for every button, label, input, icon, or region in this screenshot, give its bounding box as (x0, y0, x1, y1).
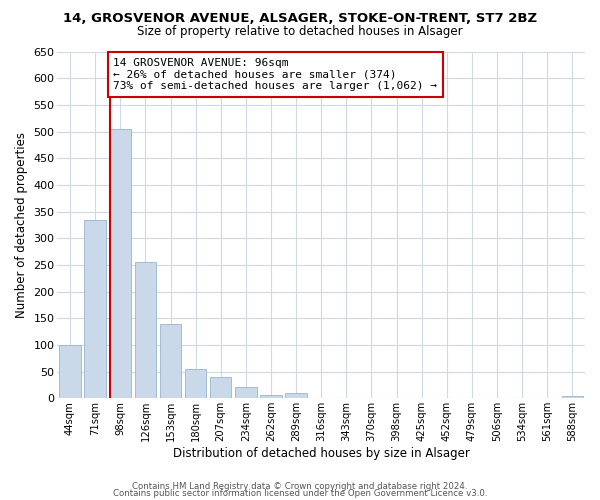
Bar (160, 324, 181, 398)
Bar (135, 262, 156, 398)
Bar (185, 369, 206, 398)
Bar (562, 396, 583, 398)
Bar (286, 393, 307, 398)
Text: Size of property relative to detached houses in Alsager: Size of property relative to detached ho… (137, 25, 463, 38)
Text: 14 GROSVENOR AVENUE: 96sqm
← 26% of detached houses are smaller (374)
73% of sem: 14 GROSVENOR AVENUE: 96sqm ← 26% of deta… (113, 58, 437, 91)
Bar (85, 220, 106, 398)
Bar (59, 345, 80, 399)
Bar (110, 129, 131, 398)
Bar (235, 386, 257, 398)
Text: Contains public sector information licensed under the Open Government Licence v3: Contains public sector information licen… (113, 489, 487, 498)
Text: 14, GROSVENOR AVENUE, ALSAGER, STOKE-ON-TRENT, ST7 2BZ: 14, GROSVENOR AVENUE, ALSAGER, STOKE-ON-… (63, 12, 537, 26)
X-axis label: Distribution of detached houses by size in Alsager: Distribution of detached houses by size … (173, 447, 470, 460)
Bar (210, 377, 232, 398)
Text: Contains HM Land Registry data © Crown copyright and database right 2024.: Contains HM Land Registry data © Crown c… (132, 482, 468, 491)
Y-axis label: Number of detached properties: Number of detached properties (15, 132, 28, 318)
Bar (260, 394, 281, 398)
